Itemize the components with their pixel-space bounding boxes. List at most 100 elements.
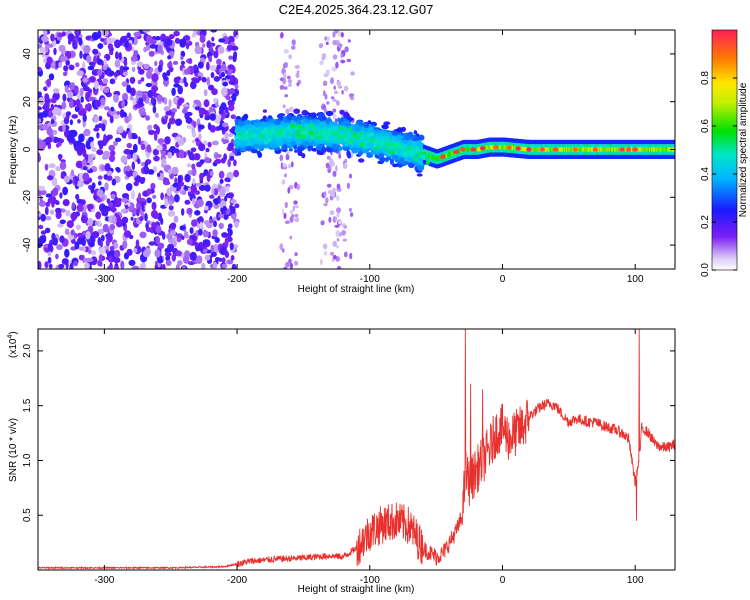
spectrogram-cell	[337, 43, 343, 48]
spectrogram-cell	[75, 224, 81, 231]
spectrogram-cell	[207, 122, 212, 131]
spectrogram-cell	[165, 111, 172, 116]
spectrogram-cell	[79, 50, 83, 59]
spectrogram-cell	[293, 144, 298, 150]
spectrogram-cell	[332, 31, 336, 38]
spectrogram-cell	[336, 80, 341, 86]
spectrogram-cell	[256, 150, 261, 156]
spectrogram-cell	[315, 126, 320, 133]
spectrogram-cell	[225, 185, 230, 193]
colorbar: 0.0 0.2 0.4 0.6 0.8 Normalized spectral ampl…	[700, 29, 749, 277]
snr-y-tick-label: 1.0	[22, 453, 33, 467]
spectrogram-cell	[143, 63, 150, 69]
spectrogram-y-axis-label: Frequency (Hz)	[8, 116, 19, 185]
spectrogram-cell	[307, 145, 313, 150]
spectrogram-cell	[214, 237, 220, 244]
spectrogram-cell	[103, 57, 107, 67]
spectrogram-cell	[50, 209, 55, 215]
spectrogram-cell	[197, 76, 202, 81]
spectrogram-cell	[231, 263, 237, 269]
spectrogram-cell	[101, 30, 109, 37]
spectrogram-cell	[68, 82, 74, 90]
spectrogram-cell	[166, 70, 171, 77]
spectrogram-cell	[531, 147, 534, 152]
spectrogram-cell	[228, 80, 236, 85]
spectrogram-cell	[232, 54, 237, 63]
spectrogram-cell	[71, 202, 76, 210]
spectrogram-cell	[209, 194, 215, 199]
spectrogram-cell	[114, 59, 121, 68]
spectrogram-cell	[283, 86, 288, 90]
spectrogram-cell	[85, 257, 94, 263]
spectrogram-cell	[58, 153, 62, 161]
spectrogram-cell	[66, 220, 74, 229]
spectrogram-cell	[370, 150, 376, 155]
spectrogram-cell	[411, 143, 416, 149]
spectrogram-cell	[46, 78, 52, 88]
spectrogram-cell	[309, 135, 315, 140]
snr-y-tick-label: 2.0	[22, 344, 33, 358]
spectrogram-cell	[332, 144, 337, 151]
spectrogram-cell	[394, 155, 399, 161]
spectrogram-cell	[48, 242, 52, 252]
spectrogram-x-tick-label: -200	[227, 274, 247, 285]
spectrogram-cell	[340, 32, 344, 38]
spectrogram-cell	[102, 64, 108, 71]
spectrogram-cell	[375, 134, 382, 139]
spectrogram-cell	[163, 76, 169, 81]
spectrogram-cell	[266, 134, 272, 139]
spectrogram-cell	[94, 220, 99, 226]
spectrogram-cell	[211, 36, 215, 42]
spectrogram-cell	[651, 147, 654, 152]
spectrogram-cell	[139, 263, 145, 269]
spectrogram-cell	[106, 198, 111, 204]
spectrogram-cell	[148, 241, 156, 246]
spectrogram-cell	[93, 116, 100, 123]
spectrogram-cell	[296, 120, 302, 125]
spectrogram-cell	[222, 81, 229, 87]
spectrogram-cell	[329, 210, 335, 216]
spectrogram-cell	[172, 60, 179, 65]
spectrogram-cell	[346, 141, 353, 145]
spectrogram-cell	[157, 44, 163, 55]
spectrogram-cell	[326, 147, 332, 152]
spectrogram-cell	[321, 147, 327, 153]
spectrogram-cell	[227, 142, 234, 150]
spectrogram-cell	[62, 186, 68, 196]
spectrogram-cell	[218, 222, 224, 230]
spectrogram-cell	[194, 106, 201, 111]
spectrogram-cell	[210, 251, 217, 257]
spectrogram-cell	[325, 197, 329, 204]
spectrogram-cell	[173, 83, 180, 88]
spectrogram-cell	[227, 64, 235, 70]
spectrogram-cell	[72, 40, 77, 49]
spectrogram-cell	[125, 204, 129, 210]
spectrogram-cell	[152, 87, 157, 96]
spectrogram-cell	[582, 147, 585, 152]
spectrogram-cell	[191, 132, 197, 138]
spectrogram-cell	[154, 60, 158, 67]
spectrogram-cell	[294, 217, 300, 222]
spectrogram-cell	[281, 179, 286, 185]
spectrogram-cell	[68, 99, 74, 109]
spectrogram-cell	[52, 237, 59, 246]
spectrogram-cell	[64, 228, 70, 235]
spectrogram-cell	[342, 162, 348, 169]
spectrogram-cell	[108, 249, 116, 256]
spectrogram-cell	[346, 133, 353, 139]
spectrogram-cell	[282, 132, 287, 136]
spectrogram-cell	[343, 85, 349, 92]
snr-y-tick-label: 1.5	[22, 398, 33, 412]
spectrogram-cell	[114, 137, 122, 142]
spectrogram-cell	[191, 219, 198, 227]
spectrogram-cell	[81, 158, 87, 167]
spectrogram-cell	[74, 30, 80, 35]
spectrogram-cell	[44, 206, 49, 216]
spectrogram-hot-cell	[626, 147, 632, 152]
spectrogram-cell	[235, 139, 240, 143]
spectrogram-cell	[382, 138, 387, 142]
spectrogram-cell	[425, 153, 431, 159]
spectrogram-cell	[332, 170, 337, 177]
spectrogram-cell	[279, 243, 284, 251]
spectrogram-cell	[334, 224, 340, 228]
